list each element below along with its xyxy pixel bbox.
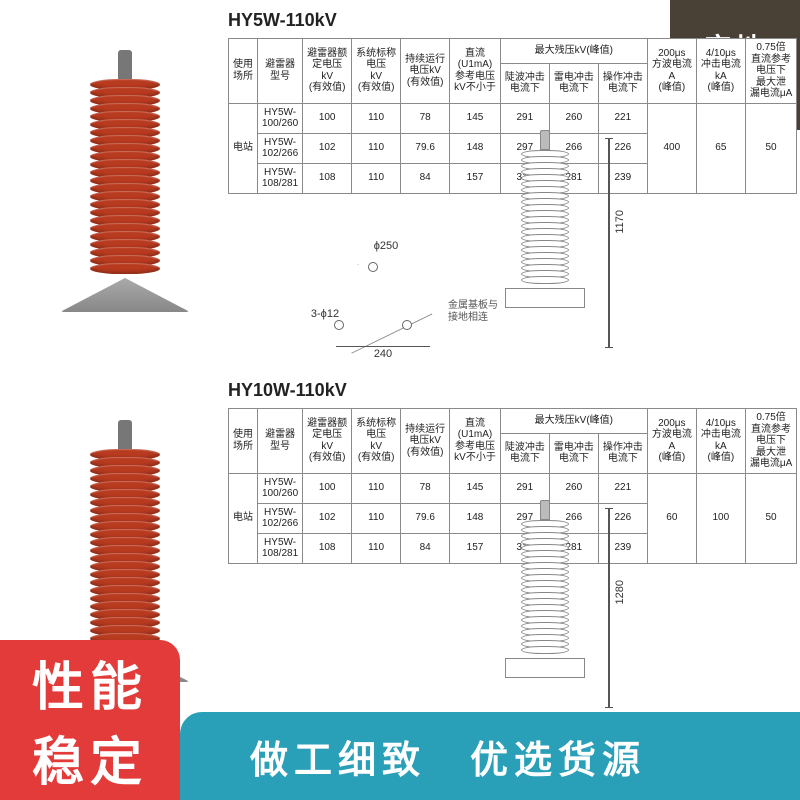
dim-base-width-label: 240	[336, 348, 430, 360]
table-cell: 79.6	[401, 503, 450, 533]
col-header: 避雷器 型号	[258, 39, 303, 104]
dim-vertical-1	[608, 138, 610, 348]
outline-drawing-1	[500, 130, 590, 308]
table-cell: HY5W-100/260	[258, 103, 303, 133]
table-cell: 100	[303, 103, 352, 133]
table-cell: HY5W-108/281	[258, 533, 303, 563]
table-cell: 260	[549, 103, 598, 133]
table-cell: 221	[598, 103, 647, 133]
badge-bottom-left: 性能 稳定	[0, 640, 180, 800]
dim-height-1: 1170	[614, 210, 626, 234]
table-cell: 60	[647, 473, 696, 563]
col-subheader: 雷电冲击 电流下	[549, 63, 598, 103]
col-subheader: 操作冲击 电流下	[598, 433, 647, 473]
table-cell: 110	[352, 133, 401, 163]
col-header: 持续运行 电压kV (有效值)	[401, 409, 450, 474]
col-header: 200μs 方波电流 A (峰值)	[647, 409, 696, 474]
table-cell: 291	[500, 473, 549, 503]
table-cell: 400	[647, 103, 696, 193]
table-cell: 78	[401, 103, 450, 133]
table-cell: 65	[696, 103, 745, 193]
table-cell: 260	[549, 473, 598, 503]
table-cell: 电站	[229, 103, 258, 193]
badge-bl-line2: 稳定	[32, 720, 148, 795]
table-cell: 100	[303, 473, 352, 503]
table-cell: 157	[450, 163, 501, 193]
table-cell: 157	[450, 533, 501, 563]
table-cell: HY5W-108/281	[258, 163, 303, 193]
table-cell: 239	[598, 533, 647, 563]
table-cell: 102	[303, 503, 352, 533]
col-header: 系统标称 电压 kV (有效值)	[352, 409, 401, 474]
table-cell: 电站	[229, 473, 258, 563]
table-cell: 110	[352, 473, 401, 503]
baseplate-note: 金属基板与 接地相连	[448, 300, 498, 324]
col-header: 直流 (U1mA) 参考电压 kV不小于	[450, 39, 501, 104]
col-group-header: 最大残压kV(峰值)	[500, 39, 647, 64]
table-cell: 50	[745, 103, 796, 193]
table-cell: 84	[401, 533, 450, 563]
col-header: 使用 场所	[229, 39, 258, 104]
col-subheader: 雷电冲击 电流下	[549, 433, 598, 473]
table-cell: 78	[401, 473, 450, 503]
col-header: 200μs 方波电流 A (峰值)	[647, 39, 696, 104]
col-header: 0.75倍 直流参考 电压下 最大泄 漏电流μA	[745, 39, 796, 104]
table-cell: 108	[303, 533, 352, 563]
col-header: 避雷器额 定电压 kV (有效值)	[303, 409, 352, 474]
dim-hole-d: 3-ϕ12	[300, 308, 350, 320]
section1-title: HY5W-110kV	[228, 10, 337, 31]
table-cell: HY5W-100/260	[258, 473, 303, 503]
dim-base-width	[336, 346, 430, 347]
col-header: 4/10μs 冲击电流 kA (峰值)	[696, 409, 745, 474]
table-cell: HY5W-102/266	[258, 133, 303, 163]
table-cell: 102	[303, 133, 352, 163]
col-subheader: 陡波冲击 电流下	[500, 433, 549, 473]
bottom-strip-text: 做工细致 优选货源	[250, 729, 646, 784]
section2-title: HY10W-110kV	[228, 380, 347, 401]
dim-hole-radius: ϕ250	[356, 240, 416, 252]
section-hy5w: HY5W-110kV 使用 场所避雷器 型号避雷器额 定电压 kV (有效值)系…	[0, 10, 800, 340]
table-row: 电站HY5W-100/26010011078145291260221601005…	[229, 473, 797, 503]
col-header: 使用 场所	[229, 409, 258, 474]
table-cell: 148	[450, 503, 501, 533]
col-header: 系统标称 电压 kV (有效值)	[352, 39, 401, 104]
table-cell: 50	[745, 473, 796, 563]
col-subheader: 操作冲击 电流下	[598, 63, 647, 103]
table-cell: 110	[352, 103, 401, 133]
table-cell: 84	[401, 163, 450, 193]
table-cell: 100	[696, 473, 745, 563]
col-header: 避雷器 型号	[258, 409, 303, 474]
table-cell: 148	[450, 133, 501, 163]
col-header: 持续运行 电压kV (有效值)	[401, 39, 450, 104]
arrester-photo-1	[40, 50, 210, 312]
table-cell: 110	[352, 533, 401, 563]
col-subheader: 陡波冲击 电流下	[500, 63, 549, 103]
dim-vertical-2	[608, 508, 610, 708]
col-header: 0.75倍 直流参考 电压下 最大泄 漏电流μA	[745, 409, 796, 474]
col-header: 避雷器额 定电压 kV (有效值)	[303, 39, 352, 104]
dim-height-2: 1280	[614, 580, 626, 604]
table-cell: 221	[598, 473, 647, 503]
table-cell: 110	[352, 503, 401, 533]
outline-drawing-2	[500, 500, 590, 678]
table-cell: 239	[598, 163, 647, 193]
col-header: 4/10μs 冲击电流 kA (峰值)	[696, 39, 745, 104]
bottom-strip: 做工细致 优选货源	[180, 712, 800, 800]
baseplate-drawing	[330, 260, 430, 340]
table-cell: 145	[450, 103, 501, 133]
table-cell: 108	[303, 163, 352, 193]
col-group-header: 最大残压kV(峰值)	[500, 409, 647, 434]
table-row: 电站HY5W-100/26010011078145291260221400655…	[229, 103, 797, 133]
table-cell: 145	[450, 473, 501, 503]
table-cell: HY5W-102/266	[258, 503, 303, 533]
badge-bl-line1: 性能	[32, 645, 148, 720]
table-cell: 79.6	[401, 133, 450, 163]
table-cell: 291	[500, 103, 549, 133]
col-header: 直流 (U1mA) 参考电压 kV不小于	[450, 409, 501, 474]
table-cell: 110	[352, 163, 401, 193]
